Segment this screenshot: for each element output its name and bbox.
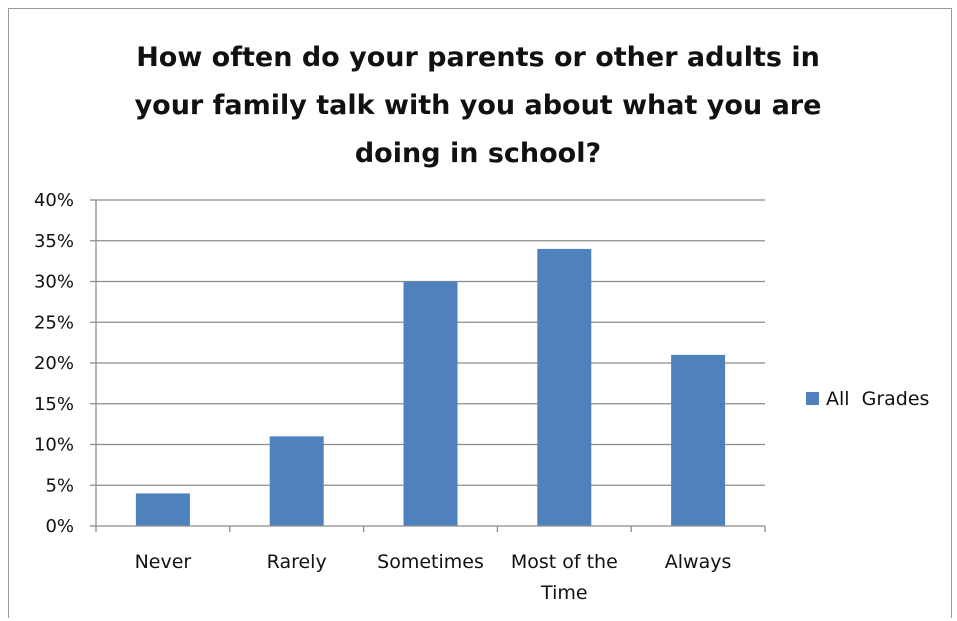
- x-category-label: Most of the: [511, 551, 618, 573]
- y-tick-label: 40%: [34, 190, 74, 211]
- y-tick-label: 15%: [34, 394, 74, 415]
- bar: [537, 248, 592, 526]
- bar: [403, 281, 458, 526]
- chart-title-line: How often do your parents or other adult…: [136, 42, 820, 73]
- y-tick-label: 5%: [45, 475, 74, 496]
- x-category-label: Sometimes: [377, 551, 484, 573]
- y-tick-label: 10%: [34, 435, 74, 456]
- legend: All Grades: [806, 388, 929, 410]
- y-tick-label: 25%: [34, 312, 74, 333]
- bar: [269, 436, 324, 526]
- y-axis-tick-labels: 0% 5% 10% 15% 20% 25% 30% 35% 40%: [34, 190, 74, 537]
- chart-title-line: doing in school?: [355, 138, 601, 169]
- y-tick-label: 35%: [34, 231, 74, 252]
- x-axis-category-labels: Never Rarely Sometimes Most of the Time Alway…: [135, 551, 732, 604]
- y-tick-label: 0%: [45, 516, 74, 537]
- x-category-label: Always: [665, 551, 732, 573]
- y-tick-label: 30%: [34, 272, 74, 293]
- axes: [95, 200, 766, 532]
- y-tick-label: 20%: [34, 353, 74, 374]
- bars: [135, 248, 726, 526]
- x-category-label: Time: [540, 582, 588, 604]
- x-category-label: Never: [135, 551, 192, 573]
- bar: [135, 493, 190, 526]
- chart-title-line: your family talk with you about what you…: [135, 90, 822, 121]
- x-category-label: Rarely: [267, 551, 327, 573]
- legend-label: All Grades: [826, 388, 929, 410]
- bar: [671, 354, 726, 526]
- chart-title: How often do your parents or other adult…: [135, 42, 822, 169]
- legend-swatch: [806, 392, 819, 405]
